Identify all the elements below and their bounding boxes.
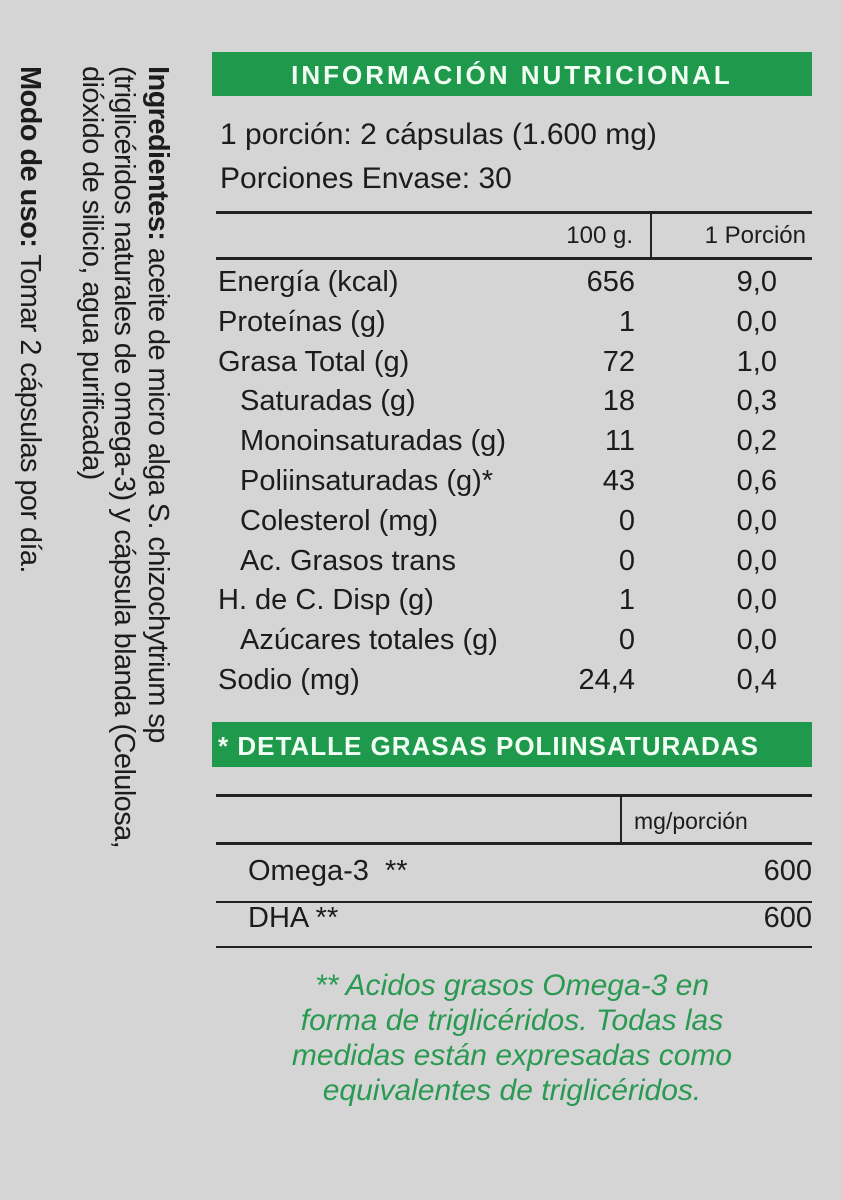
- poly-header-rule: [216, 842, 812, 845]
- value-portion: 0,3: [736, 385, 777, 418]
- poly-row-rule: [216, 901, 812, 903]
- nutrient-label: Energía (kcal): [218, 266, 399, 298]
- value-100g: 11: [604, 425, 635, 458]
- table-row: Poliinsaturadas (g)* 43 0,6: [216, 465, 812, 505]
- ingredients-line-3: dióxido de silicio, agua purificada): [76, 66, 108, 480]
- footnote-line: forma de triglicéridos. Todas las: [300, 1004, 724, 1037]
- table-row: Saturadas (g) 18 0,3: [216, 385, 812, 425]
- value-portion: 0,6: [736, 465, 777, 497]
- poly-top-rule: [216, 794, 812, 797]
- value-portion: 9,0: [736, 266, 777, 298]
- ingredients-label: Ingredientes:: [142, 66, 174, 241]
- nutrient-label: Monoinsaturadas (g): [240, 425, 506, 458]
- value-100g: 1: [618, 305, 635, 338]
- value-100g: 0: [618, 504, 635, 537]
- nutrient-label: Poliinsaturadas (g)*: [240, 465, 494, 497]
- nutrient-label: Ac. Grasos trans: [240, 544, 456, 577]
- poly-value: 600: [763, 902, 812, 934]
- table-row: Colesterol (mg) 0 0,0: [216, 505, 812, 545]
- value-portion: 0,0: [736, 504, 777, 537]
- value-100g: 0: [618, 544, 635, 577]
- table-row: Monoinsaturadas (g) 11 0,2: [216, 425, 812, 465]
- value-portion: 0,0: [736, 544, 777, 577]
- table-row: Sodio (mg) 24,4 0,4: [216, 664, 812, 704]
- footnote-line: equivalentes de triglicéridos.: [322, 1074, 702, 1107]
- table-row: H. de C. Disp (g) 1 0,0: [216, 584, 812, 624]
- header-divider: [650, 212, 652, 258]
- poly-bottom-rule: [216, 946, 812, 948]
- servings-per-container: Porciones Envase: 30: [220, 162, 512, 195]
- nutrient-label: Colesterol (mg): [240, 504, 439, 537]
- value-portion: 0,2: [736, 425, 777, 458]
- table-header-rule: [216, 257, 812, 260]
- value-portion: 1,0: [736, 345, 777, 378]
- poly-label: DHA **: [248, 902, 339, 934]
- usage-label: Modo de uso:: [14, 66, 46, 248]
- nutrient-label: Sodio (mg): [218, 664, 360, 696]
- table-row: Azúcares totales (g) 0 0,0: [216, 624, 812, 664]
- footnote: ** Acidos grasos Omega-3 en forma de tri…: [212, 968, 812, 1108]
- value-portion: 0,0: [736, 305, 777, 338]
- header-100g: 100 g.: [566, 222, 633, 249]
- footnote-line: ** Acidos grasos Omega-3 en: [314, 969, 710, 1002]
- footnote-line: medidas están expresadas como: [291, 1039, 733, 1072]
- table-row: Ac. Grasos trans 0 0,0: [216, 545, 812, 585]
- header-portion: 1 Porción: [704, 222, 806, 249]
- table-row: Proteínas (g) 1 0,0: [216, 306, 812, 346]
- nutrient-label: Proteínas (g): [218, 305, 386, 338]
- poly-title: * DETALLE GRASAS POLIINSATURADAS: [212, 722, 812, 767]
- value-100g: 656: [586, 266, 635, 298]
- table-top-rule: [216, 211, 812, 214]
- value-100g: 43: [602, 465, 635, 497]
- poly-label: Omega-3 **: [248, 855, 408, 887]
- nutrient-label: Azúcares totales (g): [240, 624, 498, 657]
- poly-value: 600: [763, 855, 812, 887]
- value-100g: 18: [602, 385, 635, 418]
- ingredients-line-2: (triglicéridos naturales de omega-3) y c…: [108, 66, 140, 849]
- poly-header-divider: [620, 795, 622, 843]
- value-100g: 1: [618, 584, 635, 617]
- value-portion: 0,4: [736, 664, 777, 696]
- poly-header: mg/porción: [634, 808, 748, 834]
- nutrient-label: Saturadas (g): [240, 385, 416, 418]
- ingredients-text: aceite de micro alga S. chizochytrium sp: [142, 240, 174, 743]
- table-row: Grasa Total (g) 72 1,0: [216, 346, 812, 386]
- serving-size: 1 porción: 2 cápsulas (1.600 mg): [220, 118, 657, 151]
- value-100g: 24,4: [578, 664, 635, 696]
- nutrition-title: INFORMACIÓN NUTRICIONAL: [212, 52, 812, 96]
- value-100g: 0: [618, 624, 635, 657]
- ingredients-line-1: Ingredientes: aceite de micro alga S. ch…: [142, 66, 174, 743]
- value-portion: 0,0: [736, 624, 777, 657]
- usage-text: Tomar 2 cápsulas por día.: [14, 247, 46, 573]
- nutrient-label: H. de C. Disp (g): [218, 584, 434, 617]
- value-100g: 72: [602, 345, 635, 378]
- table-row: Energía (kcal) 656 9,0: [216, 266, 812, 306]
- nutrient-label: Grasa Total (g): [218, 345, 410, 378]
- value-portion: 0,0: [736, 584, 777, 617]
- usage-line: Modo de uso: Tomar 2 cápsulas por día.: [14, 66, 46, 573]
